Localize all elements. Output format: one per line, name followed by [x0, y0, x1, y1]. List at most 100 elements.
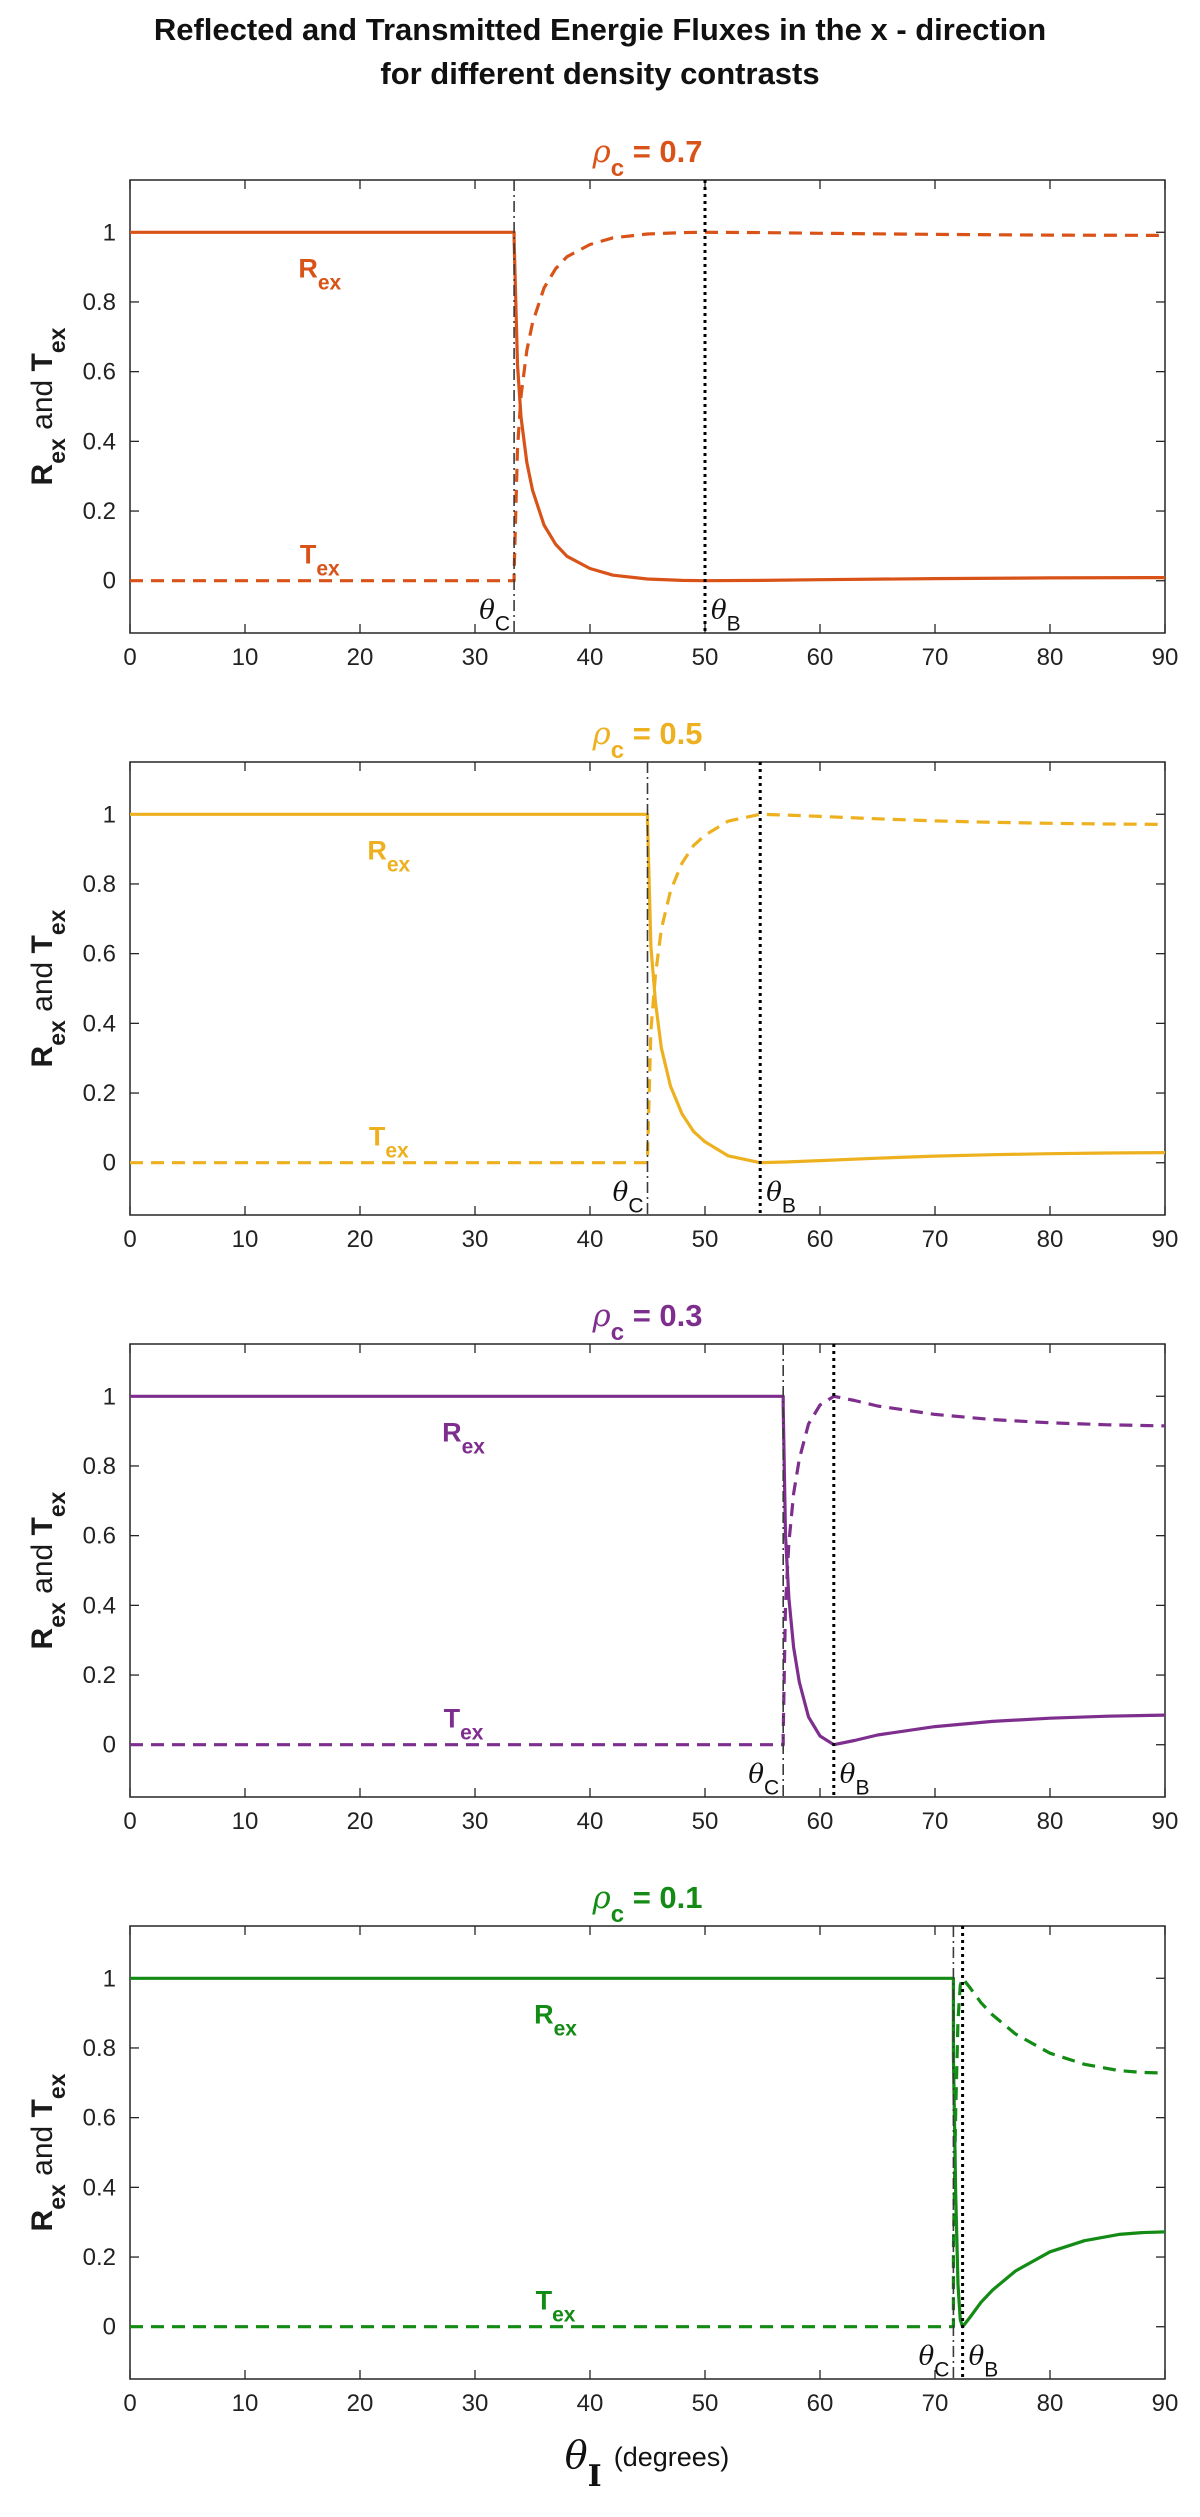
x-tick-label: 80 — [1037, 1808, 1064, 1835]
panel-title: ρc = 0.5 — [591, 716, 702, 764]
x-tick-label: 50 — [692, 644, 719, 671]
critical-angle-label: θC — [919, 2342, 950, 2382]
series-line-t-ex — [130, 230, 1165, 583]
chart-panel-3: ρc = 0.3 0 10 20 30 40 50 60 70 80 90 0 0.2 0.4 0.6 0.8… — [26, 1298, 1178, 1835]
plot-area — [129, 1925, 1166, 2380]
y-tick-label: 0.4 — [83, 1010, 116, 1037]
y-tick-label: 1 — [103, 219, 116, 246]
x-tick-label: 80 — [1037, 2390, 1064, 2417]
y-tick-label: 0.2 — [83, 498, 116, 525]
y-tick-label: 0.6 — [83, 1523, 116, 1550]
x-tick-label: 20 — [347, 1808, 374, 1835]
x-tick-label: 60 — [807, 1808, 834, 1835]
y-axis-label: Rex and Tex — [26, 1491, 70, 1649]
x-tick-label: 70 — [922, 1226, 949, 1253]
x-tick-label: 40 — [577, 644, 604, 671]
y-tick-label: 0.8 — [83, 2035, 116, 2062]
series-line-t-ex — [130, 1394, 1165, 1747]
y-tick-label: 0.6 — [83, 941, 116, 968]
y-axis-label: Rex and Tex — [26, 327, 70, 485]
x-tick-label: 0 — [123, 2390, 136, 2417]
x-tick-label: 20 — [347, 644, 374, 671]
y-tick-label: 0.4 — [83, 428, 116, 455]
x-tick-label: 10 — [232, 2390, 259, 2417]
x-tick-label: 10 — [232, 644, 259, 671]
r-ex-label: Rex — [367, 836, 410, 877]
x-tick-label: 30 — [462, 1808, 489, 1835]
x-tick-label: 30 — [462, 644, 489, 671]
critical-angle-label: θC — [748, 1760, 779, 1800]
figure-title-line-2: for different density contrasts — [380, 56, 820, 91]
chart-panel-2: ρc = 0.5 0 10 20 30 40 50 60 70 80 90 0 0.2 0.4 0.6 0.8… — [26, 716, 1178, 1253]
figure-title: Reflected and Transmitted Energie Fluxes… — [0, 8, 1200, 96]
y-tick-label: 0.4 — [83, 1592, 116, 1619]
r-ex-label: Rex — [534, 2000, 577, 2041]
brewster-angle-label: θB — [840, 1760, 870, 1800]
chart-panel-1: ρc = 0.7 0 10 20 30 40 50 60 70 80 90 0 0.2 0.4 0.6 0.8… — [26, 134, 1178, 671]
series-line-r-ex — [130, 230, 1165, 583]
x-tick-label: 90 — [1152, 2390, 1179, 2417]
x-tick-label: 0 — [123, 644, 136, 671]
x-tick-label: 40 — [577, 1808, 604, 1835]
x-tick-label: 20 — [347, 2390, 374, 2417]
y-axis-label: Rex and Tex — [26, 909, 70, 1067]
x-tick-label: 40 — [577, 1226, 604, 1253]
y-tick-label: 0.2 — [83, 1662, 116, 1689]
y-tick-label: 0.8 — [83, 289, 116, 316]
t-ex-label: Tex — [536, 2285, 576, 2326]
brewster-angle-label: θB — [711, 596, 741, 636]
x-tick-label: 30 — [462, 1226, 489, 1253]
series-line-t-ex — [130, 812, 1165, 1165]
y-tick-label: 0.4 — [83, 2174, 116, 2201]
x-tick-label: 30 — [462, 2390, 489, 2417]
x-tick-label: 40 — [577, 2390, 604, 2417]
brewster-angle-label: θB — [969, 2342, 999, 2382]
y-tick-label: 0.6 — [83, 359, 116, 386]
x-tick-label: 70 — [922, 1808, 949, 1835]
y-tick-label: 0 — [103, 2314, 116, 2341]
brewster-angle-label: θB — [766, 1178, 796, 1218]
panel-title: ρc = 0.3 — [591, 1298, 702, 1346]
series-line-r-ex — [130, 1976, 1165, 2329]
y-tick-label: 0.2 — [83, 2244, 116, 2271]
x-tick-label: 90 — [1152, 644, 1179, 671]
x-tick-label: 60 — [807, 2390, 834, 2417]
x-tick-label: 80 — [1037, 1226, 1064, 1253]
y-axis-label: Rex and Tex — [26, 2073, 70, 2231]
series-line-r-ex — [130, 812, 1165, 1165]
y-tick-label: 0 — [103, 568, 116, 595]
y-tick-label: 0 — [103, 1150, 116, 1177]
x-tick-label: 50 — [692, 1226, 719, 1253]
x-tick-label: 60 — [807, 644, 834, 671]
x-tick-label: 20 — [347, 1226, 374, 1253]
x-tick-label: 90 — [1152, 1226, 1179, 1253]
t-ex-label: Tex — [444, 1703, 484, 1744]
x-tick-label: 50 — [692, 1808, 719, 1835]
x-tick-label: 0 — [123, 1226, 136, 1253]
x-tick-label: 70 — [922, 2390, 949, 2417]
y-tick-label: 0.6 — [83, 2105, 116, 2132]
panel-title: ρc = 0.1 — [591, 1880, 702, 1928]
x-tick-label: 70 — [922, 644, 949, 671]
x-tick-label: 0 — [123, 1808, 136, 1835]
x-tick-label: 10 — [232, 1226, 259, 1253]
y-tick-label: 0 — [103, 1732, 116, 1759]
x-axis-label: θI (degrees) — [565, 2433, 730, 2494]
y-tick-label: 1 — [103, 1965, 116, 1992]
y-tick-label: 0.8 — [83, 1453, 116, 1480]
series-line-r-ex — [130, 1394, 1165, 1747]
plot-area — [129, 179, 1166, 634]
chart-panel-4: ρc = 0.1 0 10 20 30 40 50 60 70 80 90 0 0.2 0.4 0.6 0.8… — [26, 1880, 1178, 2417]
r-ex-label: Rex — [298, 254, 341, 295]
x-tick-label: 60 — [807, 1226, 834, 1253]
critical-angle-label: θC — [479, 596, 510, 636]
x-tick-label: 80 — [1037, 644, 1064, 671]
critical-angle-label: θC — [613, 1178, 644, 1218]
plot-area — [129, 1343, 1166, 1798]
y-tick-label: 1 — [103, 1383, 116, 1410]
x-tick-label: 90 — [1152, 1808, 1179, 1835]
figure-title-line-1: Reflected and Transmitted Energie Fluxes… — [153, 12, 1047, 47]
panel-title: ρc = 0.7 — [591, 134, 702, 182]
